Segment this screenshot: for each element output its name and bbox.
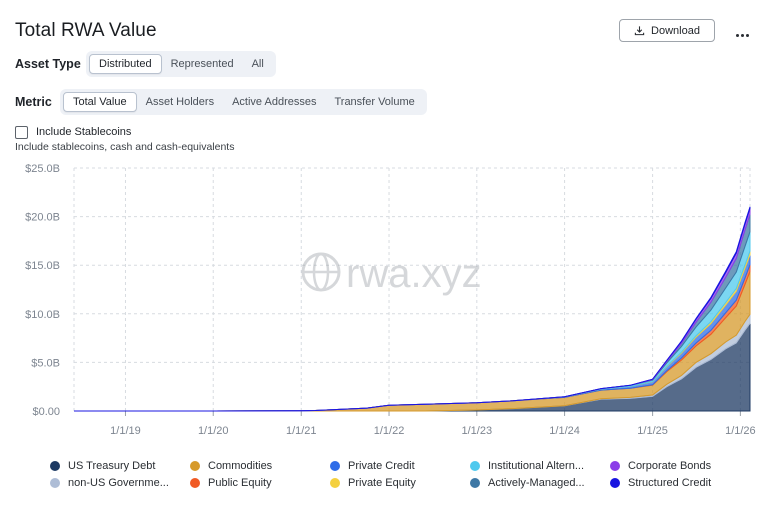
- asset-type-represented[interactable]: Represented: [170, 58, 234, 70]
- legend-swatch: [330, 461, 340, 471]
- metric-label: Metric: [15, 95, 52, 109]
- y-tick-label: $0.00: [32, 406, 60, 418]
- legend-item[interactable]: Private Equity: [330, 477, 416, 489]
- include-stablecoins-description: Include stablecoins, cash and cash-equiv…: [15, 141, 235, 153]
- legend-label: Public Equity: [208, 477, 272, 489]
- legend-swatch: [610, 478, 620, 488]
- y-tick-label: $15.0B: [25, 260, 60, 272]
- legend-label: Institutional Altern...: [488, 460, 584, 472]
- chart-areas: [74, 206, 751, 412]
- more-options-button[interactable]: [736, 24, 753, 37]
- x-tick-label: 1/1/24: [549, 425, 580, 437]
- legend-item[interactable]: Structured Credit: [610, 477, 711, 489]
- x-tick-label: 1/1/19: [110, 425, 141, 437]
- asset-type-distributed[interactable]: Distributed: [89, 54, 162, 74]
- legend-item[interactable]: Private Credit: [330, 460, 415, 472]
- metric-transfer-volume[interactable]: Transfer Volume: [334, 96, 415, 108]
- legend-swatch: [50, 478, 60, 488]
- page-title: Total RWA Value: [15, 20, 157, 41]
- legend-item[interactable]: Commodities: [190, 460, 272, 472]
- x-tick-label: 1/1/22: [374, 425, 405, 437]
- legend-label: Commodities: [208, 460, 273, 472]
- legend-item[interactable]: Institutional Altern...: [470, 460, 584, 472]
- include-stablecoins-label: Include Stablecoins: [36, 126, 132, 138]
- area-us-treasury-debt: [74, 322, 751, 412]
- asset-type-selector: Distributed Represented All: [86, 51, 276, 77]
- more-dot-icon: [736, 34, 739, 37]
- legend-label: Private Equity: [348, 477, 416, 489]
- metric-asset-holders[interactable]: Asset Holders: [145, 96, 215, 108]
- x-tick-label: 1/1/25: [637, 425, 668, 437]
- legend-swatch: [190, 478, 200, 488]
- legend-item[interactable]: Public Equity: [190, 477, 272, 489]
- total-rwa-value-chart: rwa.xyz $0.00 $5.0B $10.0B $15.0B $20.0B $25.…: [25, 163, 756, 437]
- legend-swatch: [50, 461, 60, 471]
- y-tick-label: $5.0B: [31, 357, 60, 369]
- include-stablecoins-checkbox[interactable]: [15, 126, 28, 139]
- y-tick-label: $20.0B: [25, 212, 60, 224]
- x-tick-label: 1/1/23: [462, 425, 493, 437]
- area-structured-credit: [74, 206, 751, 412]
- asset-type-label: Asset Type: [15, 57, 81, 71]
- legend-item[interactable]: US Treasury Debt: [50, 460, 155, 472]
- y-tick-label: $25.0B: [25, 163, 60, 175]
- y-axis-ticks: $0.00 $5.0B $10.0B $15.0B $20.0B $25.0B: [25, 163, 60, 418]
- x-tick-label: 1/1/26: [725, 425, 756, 437]
- x-tick-label: 1/1/21: [286, 425, 317, 437]
- globe-icon: [301, 252, 341, 292]
- legend-label: non-US Governme...: [68, 477, 169, 489]
- download-label: Download: [651, 24, 700, 37]
- metric-active-addresses[interactable]: Active Addresses: [232, 96, 317, 108]
- area-actively-managed: [74, 214, 751, 412]
- legend-swatch: [470, 461, 480, 471]
- download-button[interactable]: Download: [619, 19, 715, 42]
- legend-label: US Treasury Debt: [68, 460, 156, 472]
- legend-label: Private Credit: [348, 460, 415, 472]
- legend-label: Corporate Bonds: [628, 460, 712, 472]
- x-tick-label: 1/1/20: [198, 425, 229, 437]
- metric-total-value[interactable]: Total Value: [63, 92, 137, 112]
- legend-item[interactable]: Corporate Bonds: [610, 460, 711, 472]
- rwa-watermark: rwa.xyz: [301, 252, 482, 296]
- legend-item[interactable]: Actively-Managed...: [470, 477, 585, 489]
- x-axis-ticks: 1/1/19 1/1/20 1/1/21 1/1/22 1/1/23 1/1/24 1/1/…: [110, 425, 756, 437]
- legend-swatch: [330, 478, 340, 488]
- y-tick-label: $10.0B: [25, 309, 60, 321]
- legend-swatch: [470, 478, 480, 488]
- download-icon: [634, 26, 645, 36]
- legend-swatch: [610, 461, 620, 471]
- legend-label: Structured Credit: [628, 477, 712, 489]
- metric-selector: Total Value Asset Holders Active Address…: [60, 89, 427, 115]
- legend-swatch: [190, 461, 200, 471]
- legend-label: Actively-Managed...: [488, 477, 585, 489]
- asset-type-all[interactable]: All: [251, 58, 264, 70]
- watermark-text: rwa.xyz: [346, 252, 482, 296]
- legend-item[interactable]: non-US Governme...: [50, 477, 169, 489]
- globe-icon-meridian: [312, 252, 330, 292]
